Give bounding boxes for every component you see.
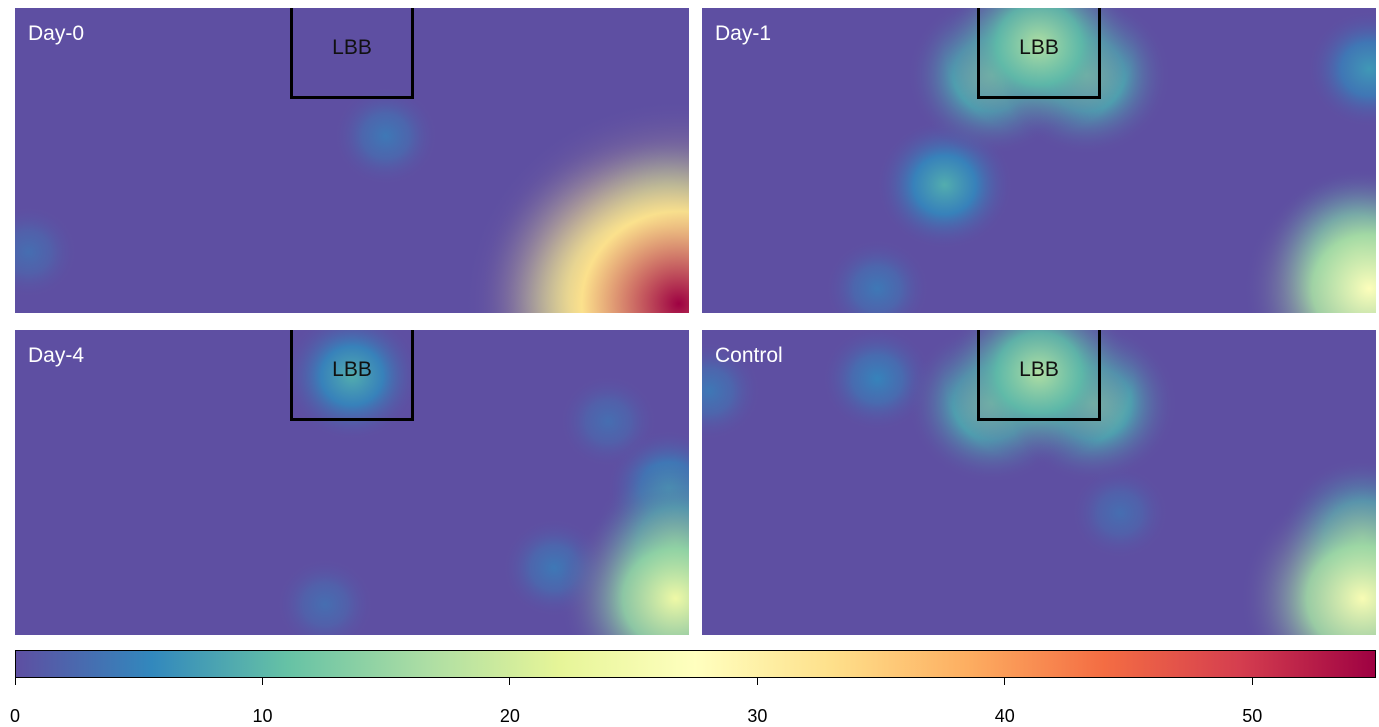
lbb-label: LBB [1019, 36, 1059, 59]
panel-label: Control [715, 344, 783, 367]
colorbar-tick-mark [261, 678, 263, 685]
heatmap-hotspot [558, 487, 689, 635]
colorbar-tick-label: 0 [9, 706, 21, 726]
colorbar-tick-label: 10 [252, 706, 273, 726]
colorbar-tick-mark [756, 678, 758, 685]
heatmap-panel-day-1: Day-1 LBB [702, 8, 1376, 313]
heatmap-panel-control: Control LBB [702, 330, 1376, 635]
heatmap-hotspot [332, 85, 439, 187]
heatmap-surface [702, 8, 1376, 313]
colorbar-tick-mark [14, 678, 16, 685]
colorbar-tick-mark [509, 678, 511, 685]
heatmap-surface [15, 330, 689, 635]
colorbar-tick-label: 20 [499, 706, 520, 726]
lbb-box: LBB [290, 8, 414, 99]
heatmap-hotspot [462, 98, 689, 313]
colorbar [15, 650, 1376, 678]
heatmap-hotspot [1306, 9, 1376, 129]
panel-label: Day-0 [28, 22, 85, 45]
heatmap-hotspot [821, 330, 934, 432]
colorbar-tick-label: 30 [747, 706, 768, 726]
lbb-box: LBB [290, 330, 414, 421]
heatmap-hotspot [824, 238, 931, 313]
heatmap-surface [15, 8, 689, 313]
colorbar-tick-label: 40 [994, 706, 1015, 726]
colorbar-tick-label: 50 [1242, 706, 1263, 726]
lbb-label: LBB [332, 358, 372, 381]
colorbar-tick-mark [1251, 678, 1253, 685]
colorbar-tick-mark [1004, 678, 1006, 685]
lbb-box: LBB [977, 330, 1101, 421]
heatmap-hotspot [944, 8, 1134, 135]
panel-label: Day-4 [28, 344, 85, 367]
heatmap-surface [702, 330, 1376, 635]
heatmap-hotspot [283, 330, 421, 442]
heatmap-hotspot [275, 557, 375, 635]
heatmap-hotspot [944, 330, 1134, 463]
lbb-label: LBB [332, 36, 372, 59]
lbb-box: LBB [977, 8, 1101, 99]
heatmap-hotspot [1239, 481, 1376, 635]
lbb-label: LBB [1019, 358, 1059, 381]
heatmap-panel-day-0: Day-0 LBB [15, 8, 689, 313]
heatmap-hotspot [15, 204, 79, 300]
panel-label: Day-1 [715, 22, 772, 45]
heatmap-hotspot [702, 340, 762, 442]
heatmap-hotspot [1242, 168, 1376, 313]
heatmap-hotspot [1070, 465, 1170, 561]
heatmap-panel-day-4: Day-4 LBB [15, 330, 689, 635]
